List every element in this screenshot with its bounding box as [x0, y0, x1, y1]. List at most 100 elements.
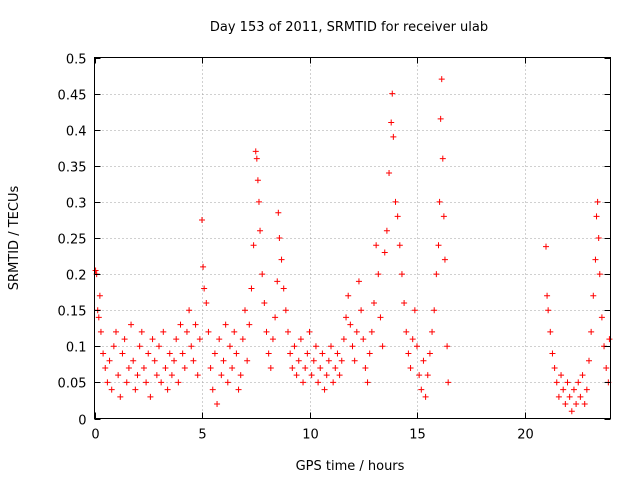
data-point — [431, 307, 438, 314]
data-point — [438, 76, 445, 83]
data-point — [239, 336, 246, 343]
data-point — [551, 364, 558, 371]
data-point — [401, 299, 408, 306]
data-point — [140, 364, 147, 371]
data-point — [259, 271, 266, 278]
data-point — [310, 357, 317, 364]
data-point — [362, 364, 369, 371]
data-point — [231, 328, 238, 335]
data-point — [92, 267, 99, 274]
data-point — [435, 242, 442, 249]
data-point — [119, 350, 126, 357]
data-point — [192, 321, 199, 328]
data-point — [549, 350, 556, 357]
data-point — [545, 307, 552, 314]
data-point — [265, 350, 272, 357]
data-point — [436, 198, 443, 205]
data-point — [128, 321, 135, 328]
data-point — [156, 343, 162, 350]
data-point — [275, 209, 282, 216]
data-point — [108, 386, 115, 393]
y-tick-label: 0.15 — [58, 305, 87, 320]
data-point — [255, 198, 262, 205]
data-point — [168, 372, 175, 379]
data-point — [429, 328, 436, 335]
plot-frame — [94, 57, 611, 419]
data-point — [125, 364, 132, 371]
data-point — [422, 393, 429, 400]
data-point — [211, 350, 218, 357]
data-point — [407, 364, 414, 371]
x-tick-label: 20 — [517, 428, 534, 443]
y-tick-label: 0.2 — [66, 269, 87, 284]
data-point — [317, 364, 324, 371]
data-point — [570, 386, 577, 393]
y-tick-label: 0.5 — [66, 53, 87, 68]
data-point — [160, 328, 167, 335]
y-tick-label: 0.35 — [58, 161, 87, 176]
data-point — [254, 177, 261, 184]
data-point — [416, 372, 423, 379]
data-point — [553, 379, 560, 386]
data-point — [280, 285, 287, 292]
data-point — [566, 393, 573, 400]
data-point — [345, 292, 352, 299]
data-point — [306, 328, 313, 335]
data-point — [445, 379, 452, 386]
x-tick-label: 5 — [198, 428, 206, 443]
data-point — [235, 386, 242, 393]
data-point — [181, 364, 188, 371]
data-point — [102, 364, 109, 371]
data-point — [560, 386, 567, 393]
data-point — [278, 256, 285, 263]
data-point — [196, 336, 203, 343]
data-point — [97, 328, 104, 335]
data-point — [364, 379, 371, 386]
data-point — [113, 328, 119, 335]
data-point — [244, 357, 251, 364]
data-point — [287, 350, 294, 357]
data-point — [200, 263, 207, 270]
data-point — [573, 401, 580, 408]
data-point — [373, 242, 380, 249]
data-point — [194, 372, 201, 379]
data-point — [392, 198, 399, 205]
data-point — [252, 148, 259, 155]
data-point — [136, 343, 143, 350]
data-point — [332, 364, 339, 371]
data-point — [263, 328, 270, 335]
data-point — [336, 372, 343, 379]
data-point — [323, 372, 330, 379]
data-point — [269, 336, 276, 343]
data-point — [274, 278, 281, 285]
data-point — [304, 350, 311, 357]
y-tick-labels: 0 0.05 0.1 0.15 0.2 0.25 0.3 0.35 0.4 0.45 0.5 — [58, 53, 87, 429]
data-point — [171, 357, 178, 364]
data-point — [295, 357, 302, 364]
data-point — [583, 386, 590, 393]
data-point — [441, 256, 448, 263]
data-point — [302, 364, 309, 371]
data-point — [558, 372, 565, 379]
data-point — [562, 401, 569, 408]
data-point — [276, 235, 283, 241]
data-point — [439, 155, 446, 162]
data-point — [575, 379, 582, 386]
data-point — [544, 292, 551, 299]
data-point — [190, 357, 197, 364]
x-tick-label: 15 — [409, 428, 426, 443]
data-point — [134, 372, 141, 379]
data-point — [603, 364, 610, 371]
data-point — [272, 314, 279, 321]
data-point — [325, 357, 332, 364]
y-tick-label: 0.4 — [66, 125, 87, 140]
data-point — [300, 379, 307, 386]
data-point — [555, 393, 562, 400]
data-point — [253, 155, 260, 162]
data-point — [586, 357, 592, 364]
data-point — [409, 336, 416, 343]
data-point — [237, 372, 244, 379]
data-point — [106, 357, 113, 364]
data-point — [411, 307, 418, 314]
